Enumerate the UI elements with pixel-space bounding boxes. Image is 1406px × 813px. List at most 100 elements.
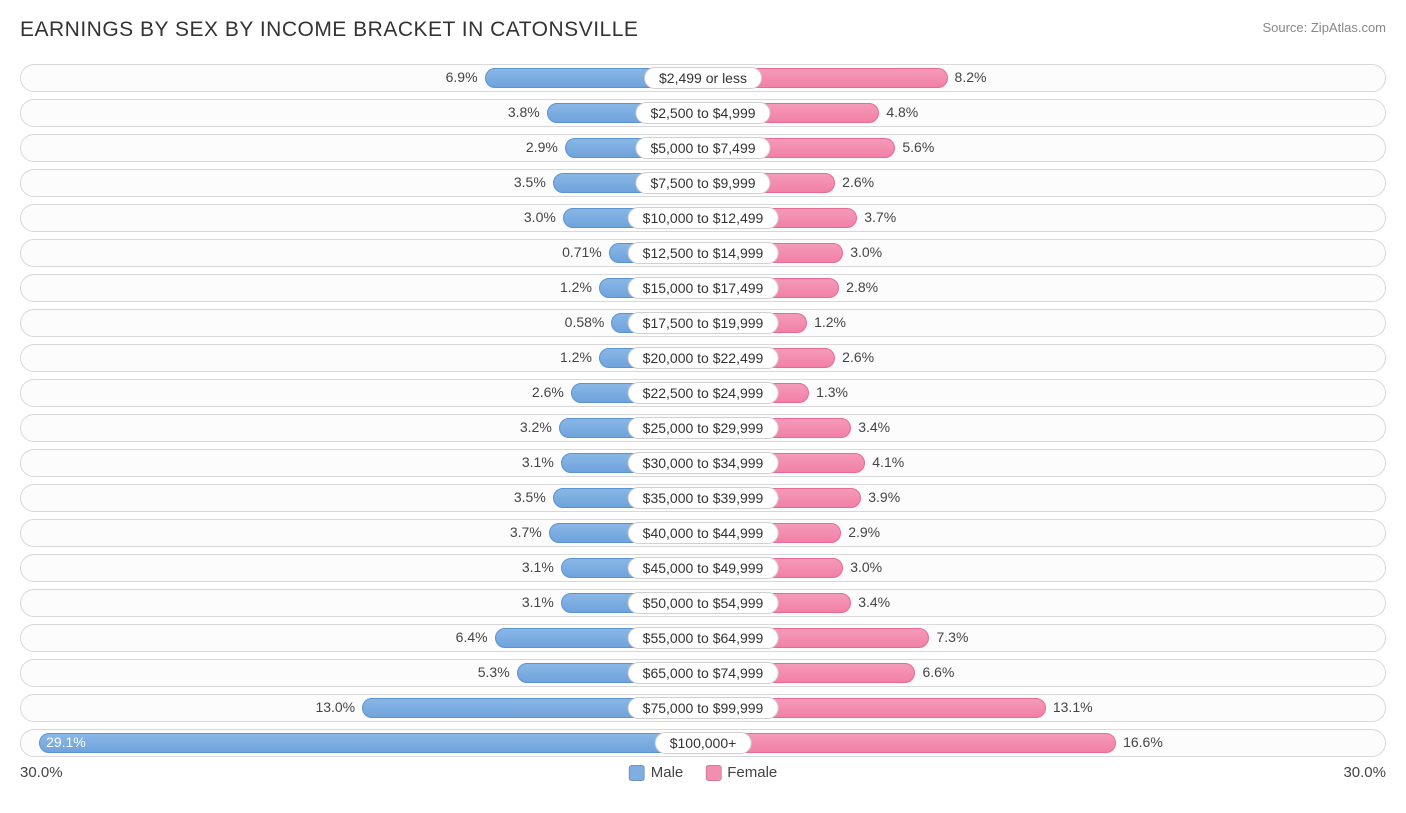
- male-half: 3.5%: [21, 170, 703, 196]
- male-pct: 3.2%: [520, 419, 560, 435]
- female-half: 3.0%: [703, 555, 1385, 581]
- bracket-label: $75,000 to $99,999: [628, 697, 779, 719]
- female-half: 4.1%: [703, 450, 1385, 476]
- bracket-label: $5,000 to $7,499: [635, 137, 770, 159]
- female-pct: 3.7%: [856, 209, 896, 225]
- female-pct: 3.4%: [850, 594, 890, 610]
- male-pct: 3.0%: [524, 209, 564, 225]
- bracket-label: $50,000 to $54,999: [628, 592, 779, 614]
- bracket-label: $30,000 to $34,999: [628, 452, 779, 474]
- female-swatch-icon: [705, 765, 721, 781]
- male-pct: 6.4%: [456, 629, 496, 645]
- bracket-label: $7,500 to $9,999: [635, 172, 770, 194]
- male-half: 2.9%: [21, 135, 703, 161]
- male-half: 3.5%: [21, 485, 703, 511]
- male-swatch-icon: [629, 765, 645, 781]
- male-pct: 3.5%: [514, 489, 554, 505]
- axis-right-max: 30.0%: [1343, 764, 1386, 781]
- chart-row: 3.7%2.9%$40,000 to $44,999: [20, 519, 1386, 547]
- female-pct: 2.9%: [840, 524, 880, 540]
- female-pct: 5.6%: [894, 139, 934, 155]
- male-pct: 3.8%: [508, 104, 548, 120]
- male-half: 1.2%: [21, 345, 703, 371]
- chart-row: 1.2%2.8%$15,000 to $17,499: [20, 274, 1386, 302]
- bracket-label: $25,000 to $29,999: [628, 417, 779, 439]
- bracket-label: $20,000 to $22,499: [628, 347, 779, 369]
- female-half: 3.4%: [703, 415, 1385, 441]
- chart-row: 3.2% 3.4%$25,000 to $29,999: [20, 414, 1386, 442]
- male-pct: 29.1%: [46, 734, 86, 750]
- female-half: 4.8%: [703, 100, 1385, 126]
- bracket-label: $2,499 or less: [644, 67, 762, 89]
- female-half: 8.2%: [703, 65, 1385, 91]
- female-half: 13.1%: [703, 695, 1385, 721]
- chart-row: 3.1% 3.4% $50,000 to $54,999: [20, 589, 1386, 617]
- chart-title: EARNINGS BY SEX BY INCOME BRACKET IN CAT…: [20, 18, 638, 42]
- male-half: 0.58%: [21, 310, 703, 336]
- female-pct: 1.2%: [806, 314, 846, 330]
- chart-row: 5.3%6.6%$65,000 to $74,999: [20, 659, 1386, 687]
- male-half: 1.2%: [21, 275, 703, 301]
- female-pct: 7.3%: [928, 629, 968, 645]
- bracket-label: $2,500 to $4,999: [635, 102, 770, 124]
- female-bar: 16.6%: [703, 733, 1116, 753]
- female-pct: 6.6%: [914, 664, 954, 680]
- female-half: 3.4%: [703, 590, 1385, 616]
- male-half: 3.2%: [21, 415, 703, 441]
- female-half: 3.9%: [703, 485, 1385, 511]
- chart-row: 13.0% 13.1% $75,000 to $99,999: [20, 694, 1386, 722]
- chart-row: 3.8% 4.8%$2,500 to $4,999: [20, 99, 1386, 127]
- male-half: 3.1%: [21, 590, 703, 616]
- male-pct: 3.1%: [522, 559, 562, 575]
- chart-row: 6.9% 8.2% $2,499 or less: [20, 64, 1386, 92]
- male-pct: 3.1%: [522, 454, 562, 470]
- chart-row: 6.4% 7.3% $55,000 to $64,999: [20, 624, 1386, 652]
- female-pct: 13.1%: [1045, 699, 1093, 715]
- female-half: 16.6%: [703, 730, 1385, 756]
- legend: Male Female: [629, 764, 778, 781]
- bracket-label: $45,000 to $49,999: [628, 557, 779, 579]
- female-pct: 3.9%: [860, 489, 900, 505]
- chart-row: 29.1%16.6%$100,000+: [20, 729, 1386, 757]
- chart-row: 2.6%1.3%$22,500 to $24,999: [20, 379, 1386, 407]
- female-half: 1.3%: [703, 380, 1385, 406]
- chart-row: 3.0% 3.7% $10,000 to $12,499: [20, 204, 1386, 232]
- female-pct: 1.3%: [808, 384, 848, 400]
- male-pct: 3.1%: [522, 594, 562, 610]
- female-half: 5.6%: [703, 135, 1385, 161]
- female-half: 6.6%: [703, 660, 1385, 686]
- chart-row: 3.1% 4.1% $30,000 to $34,999: [20, 449, 1386, 477]
- legend-female: Female: [705, 764, 777, 781]
- female-half: 3.7%: [703, 205, 1385, 231]
- male-half: 0.71%: [21, 240, 703, 266]
- male-half: 3.7%: [21, 520, 703, 546]
- diverging-bar-chart: 6.9% 8.2% $2,499 or less 3.8% 4.8%$2,500 to …: [20, 64, 1386, 757]
- male-pct: 1.2%: [560, 349, 600, 365]
- female-half: 1.2%: [703, 310, 1385, 336]
- chart-row: 0.58% 1.2% $17,500 to $19,999: [20, 309, 1386, 337]
- male-pct: 6.9%: [446, 69, 486, 85]
- male-pct: 13.0%: [315, 699, 363, 715]
- legend-male: Male: [629, 764, 684, 781]
- female-half: 2.8%: [703, 275, 1385, 301]
- bracket-label: $55,000 to $64,999: [628, 627, 779, 649]
- bracket-label: $65,000 to $74,999: [628, 662, 779, 684]
- female-pct: 3.0%: [842, 244, 882, 260]
- female-pct: 16.6%: [1115, 734, 1163, 750]
- male-pct: 0.71%: [562, 244, 610, 260]
- female-pct: 8.2%: [947, 69, 987, 85]
- male-half: 29.1%: [21, 730, 703, 756]
- chart-row: 1.2% 2.6%$20,000 to $22,499: [20, 344, 1386, 372]
- bracket-label: $12,500 to $14,999: [628, 242, 779, 264]
- female-half: 2.6%: [703, 345, 1385, 371]
- female-pct: 2.6%: [834, 174, 874, 190]
- bracket-label: $17,500 to $19,999: [628, 312, 779, 334]
- legend-male-label: Male: [651, 764, 684, 781]
- male-bar: 29.1%: [39, 733, 703, 753]
- male-half: 3.0%: [21, 205, 703, 231]
- male-pct: 2.6%: [532, 384, 572, 400]
- legend-female-label: Female: [727, 764, 777, 781]
- female-pct: 4.1%: [864, 454, 904, 470]
- bracket-label: $10,000 to $12,499: [628, 207, 779, 229]
- chart-footer: 30.0% Male Female 30.0%: [20, 764, 1386, 781]
